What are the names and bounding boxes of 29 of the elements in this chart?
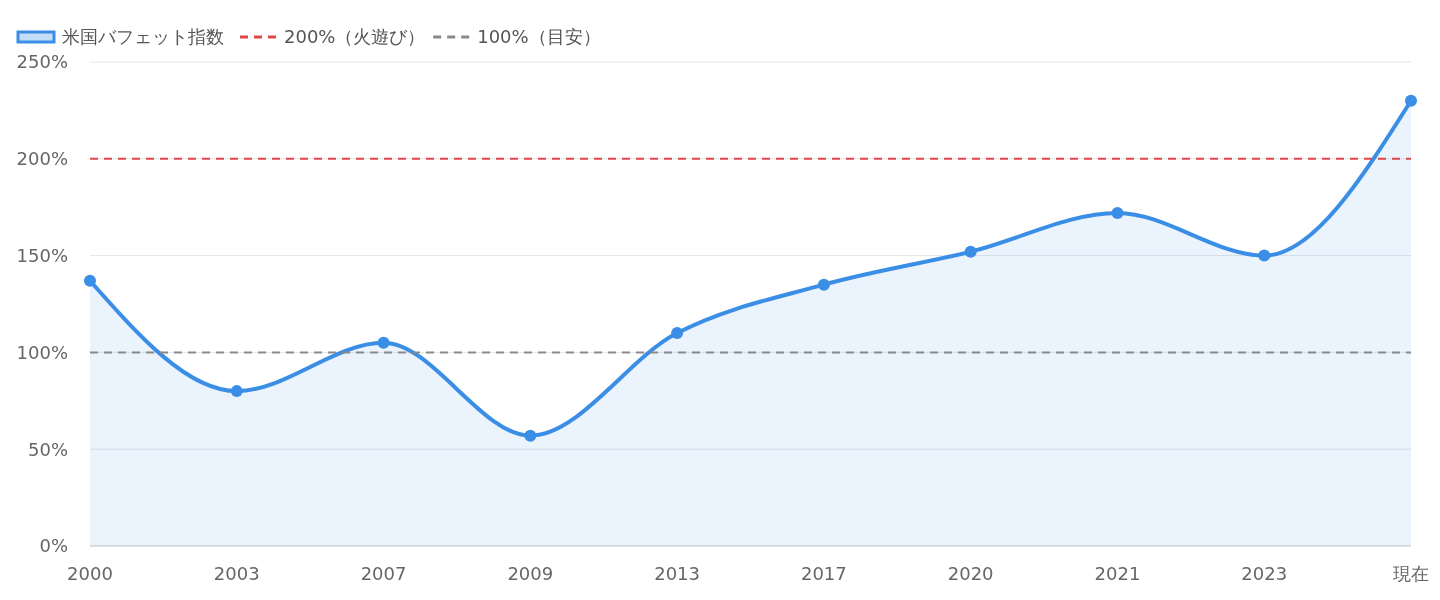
y-tick-label: 100%	[16, 341, 68, 363]
point	[1111, 207, 1124, 220]
point	[230, 385, 243, 398]
x-tick-label: 2021	[1094, 563, 1141, 584]
x-tick-label: 2003	[213, 563, 260, 584]
legend-label: 100%（目安）	[477, 26, 601, 48]
legend-label: 200%（火遊び）	[284, 26, 426, 48]
point	[817, 278, 830, 291]
y-tick-label: 200%	[16, 148, 68, 170]
point	[964, 245, 977, 258]
y-tick-label: 50%	[27, 438, 68, 460]
y-tick-label: 0%	[39, 535, 68, 557]
point	[377, 336, 390, 349]
x-tick-label: 2009	[507, 563, 554, 584]
x-tick-label: 2007	[360, 563, 407, 584]
point	[671, 327, 684, 340]
point	[1258, 249, 1271, 262]
point	[524, 429, 537, 442]
x-tick-label: 2020	[947, 563, 994, 584]
x-tick-label: 2023	[1241, 563, 1288, 584]
y-tick-label: 150%	[16, 244, 68, 266]
x-tick-label: 2017	[800, 563, 847, 584]
x-tick-label: 2000	[67, 563, 113, 584]
x-tick-label: 2013	[654, 563, 701, 584]
point	[84, 274, 96, 287]
y-tick-label: 250%	[16, 51, 68, 73]
point	[1405, 94, 1417, 107]
legend-label: 米国バフェット指数	[62, 26, 224, 48]
x-tick-label: 現在	[1393, 563, 1429, 584]
